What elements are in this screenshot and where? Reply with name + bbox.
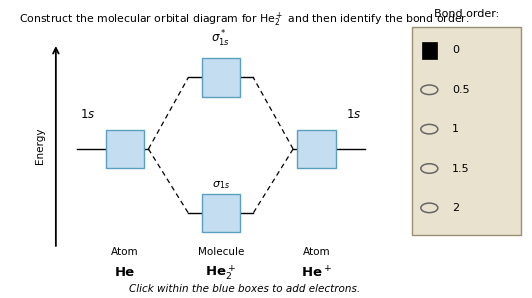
Bar bbox=[412, 27, 521, 235]
Text: 0.5: 0.5 bbox=[452, 85, 470, 95]
Text: $\sigma^*_{1s}$: $\sigma^*_{1s}$ bbox=[211, 29, 230, 49]
Bar bbox=[202, 194, 240, 232]
Text: $1s$: $1s$ bbox=[80, 108, 95, 121]
Text: Energy: Energy bbox=[35, 128, 45, 164]
Text: $1s$: $1s$ bbox=[346, 108, 362, 121]
Text: Click within the blue boxes to add electrons.: Click within the blue boxes to add elect… bbox=[129, 284, 360, 294]
Text: Bond order:: Bond order: bbox=[434, 9, 500, 19]
Text: Construct the molecular orbital diagram for He$_2^+$ and then identify the bond : Construct the molecular orbital diagram … bbox=[19, 10, 470, 29]
Bar bbox=[106, 130, 144, 168]
Text: $\sigma_{1s}$: $\sigma_{1s}$ bbox=[212, 179, 230, 191]
Text: 0: 0 bbox=[452, 45, 459, 55]
Text: He$^+$: He$^+$ bbox=[301, 265, 332, 280]
Text: 2: 2 bbox=[452, 203, 459, 213]
Text: He$_2^+$: He$_2^+$ bbox=[205, 263, 236, 282]
Text: Atom: Atom bbox=[303, 247, 330, 257]
Text: 1.5: 1.5 bbox=[452, 164, 470, 173]
Text: 1: 1 bbox=[452, 124, 459, 134]
Text: Atom: Atom bbox=[111, 247, 139, 257]
Bar bbox=[422, 42, 437, 59]
Text: Molecule: Molecule bbox=[197, 247, 244, 257]
Bar bbox=[202, 58, 240, 97]
Bar bbox=[297, 130, 336, 168]
Text: He: He bbox=[115, 266, 135, 279]
